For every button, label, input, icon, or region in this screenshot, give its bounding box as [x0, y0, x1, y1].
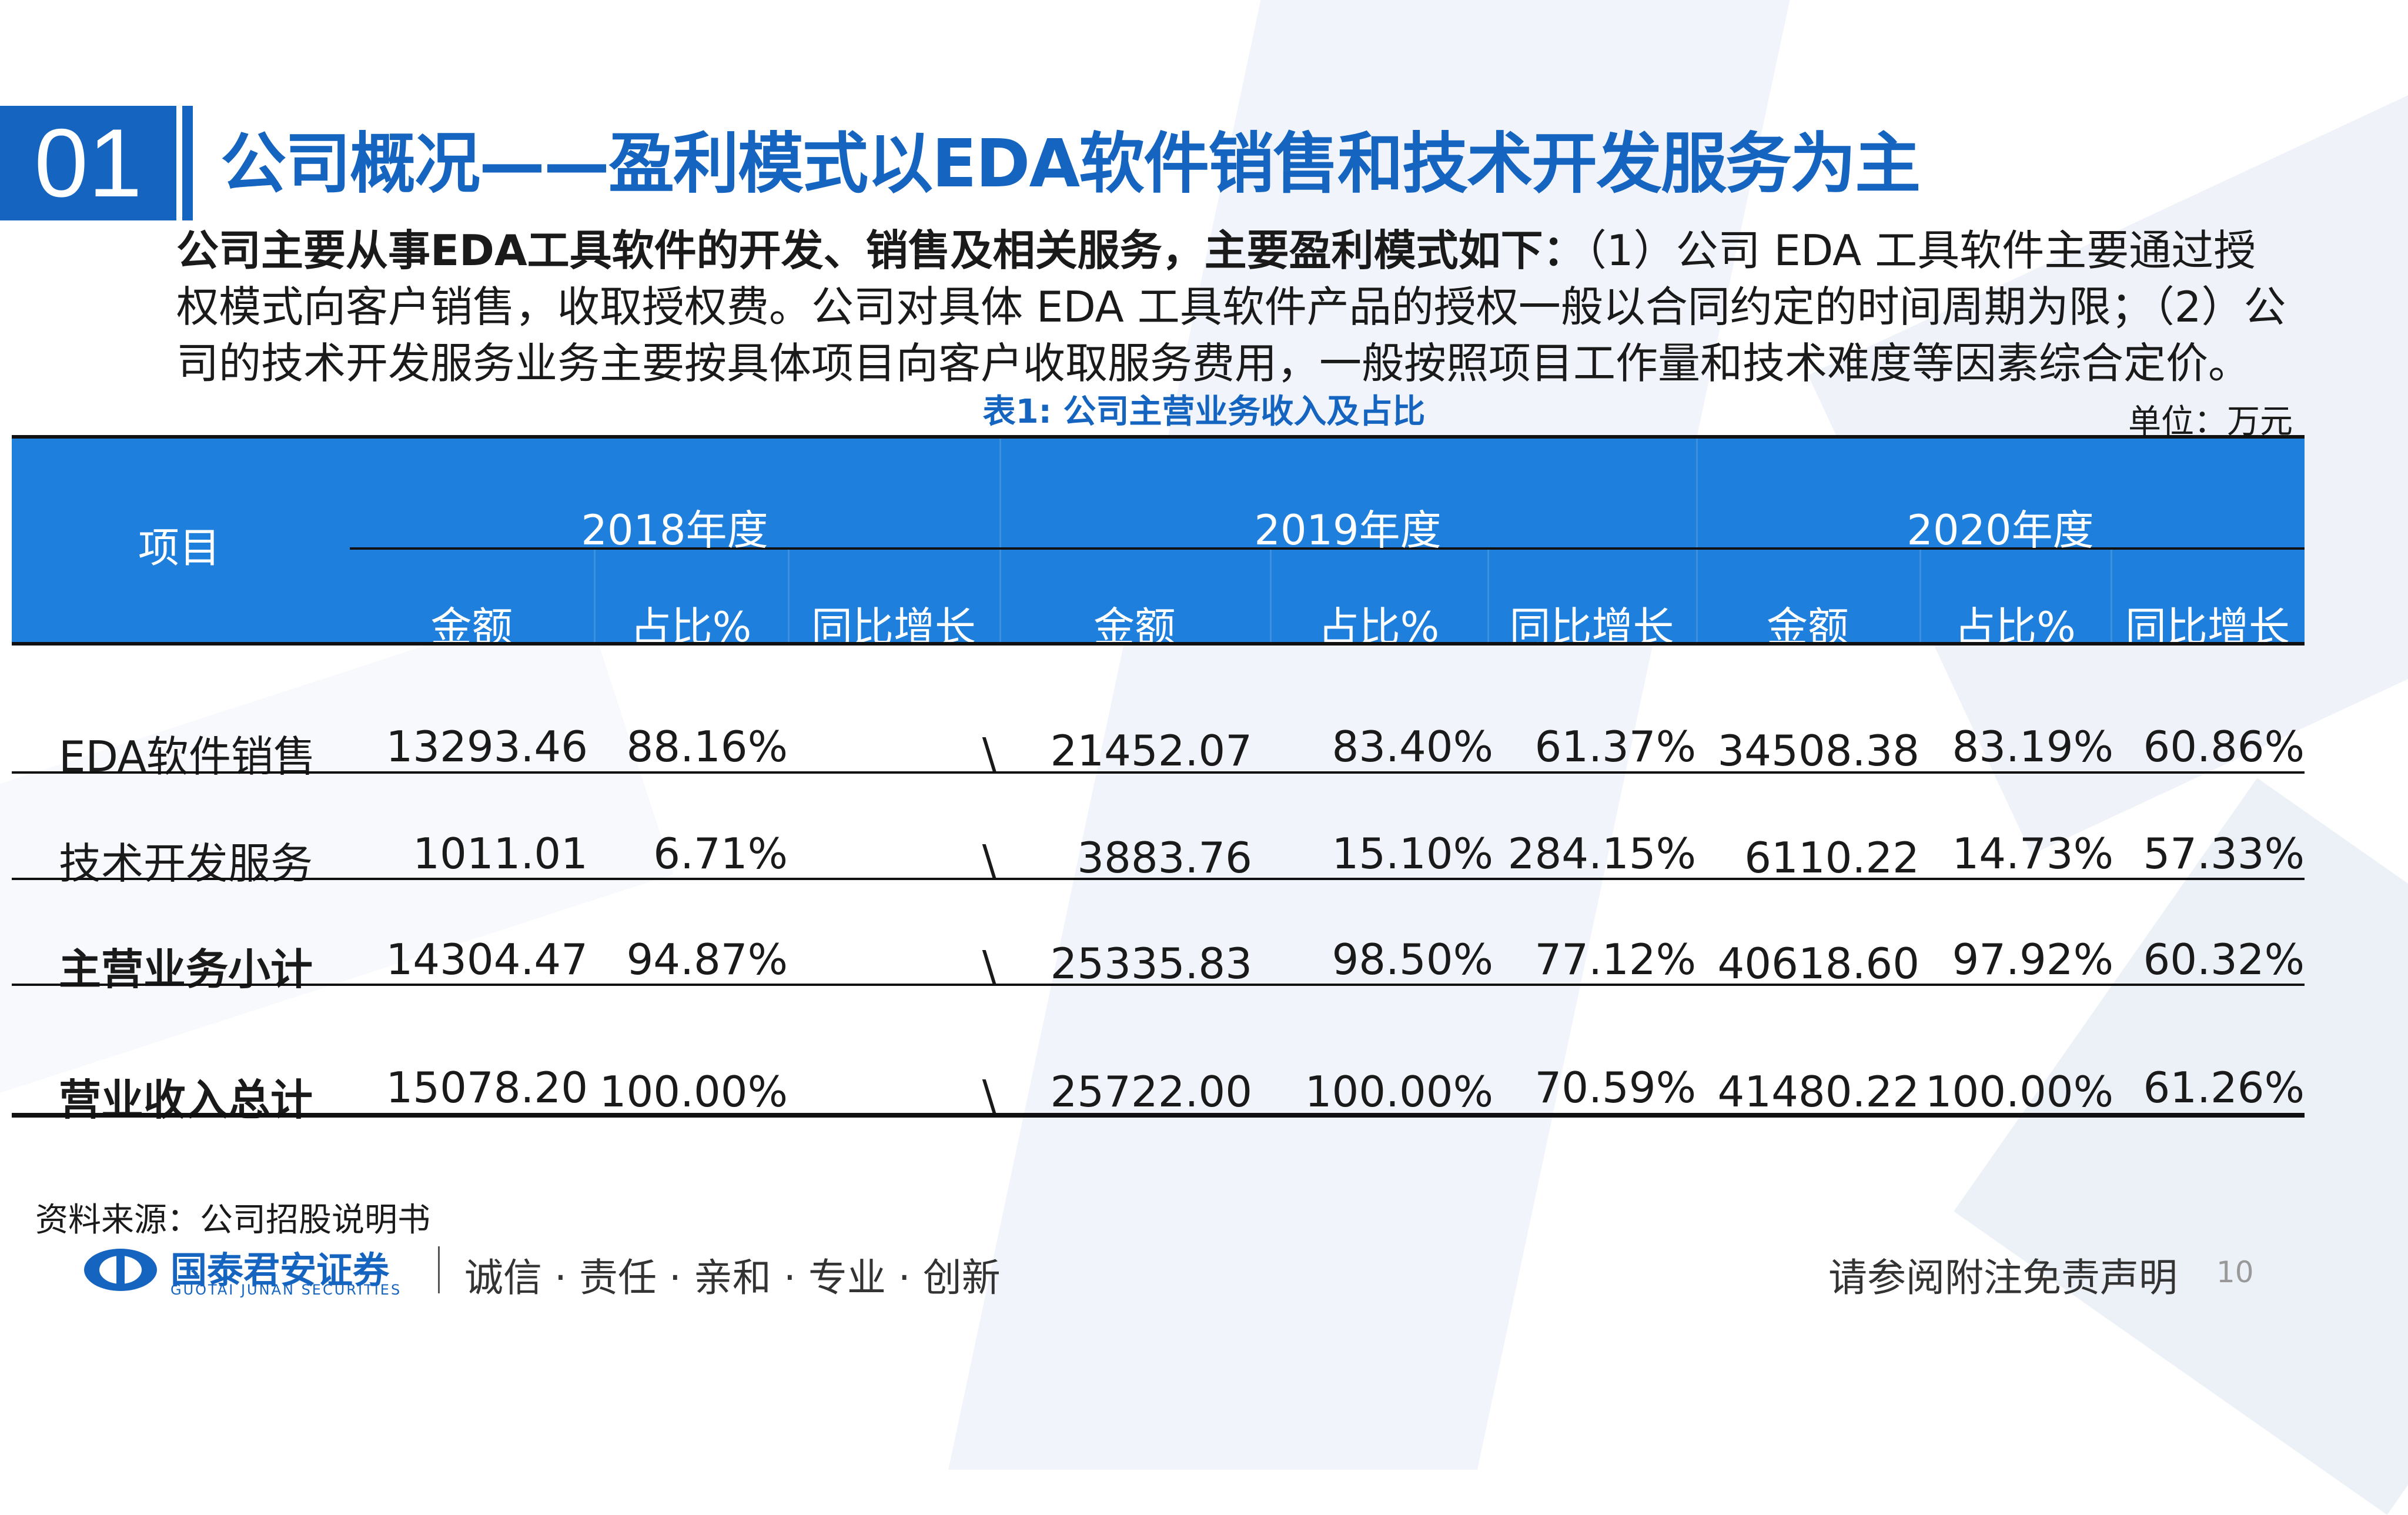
table-cell: 98.50%	[1332, 935, 1493, 984]
table-cell: 60.86%	[2143, 722, 2305, 771]
table-caption: 表1: 公司主营业务收入及占比	[982, 393, 1426, 431]
header-divider	[788, 550, 790, 646]
table-cell: \	[982, 729, 996, 778]
header-divider	[1487, 550, 1489, 646]
company-logo-text: 国泰君安证券	[170, 1249, 390, 1292]
table-cell: \	[982, 942, 996, 991]
disclaimer-note: 请参阅附注免责声明	[1828, 1255, 2178, 1300]
table-unit: 单位：万元	[2128, 403, 2293, 441]
table-cell: 1011.01	[413, 829, 588, 878]
table-cell: 41480.22	[1717, 1067, 1919, 1116]
table-cell: 94.87%	[626, 935, 788, 984]
item-header: 项目	[138, 524, 220, 572]
title-accent-bar	[182, 106, 193, 220]
table-cell: 83.19%	[1952, 722, 2113, 771]
intro-text: （1）公司 EDA 工具软件主要通过授权模式向客户销售，收取授权费。公司对具体 …	[176, 226, 2286, 388]
section-number: 01	[0, 106, 176, 220]
table-cell: 21452.07	[1050, 726, 1252, 775]
table-cell: 13293.46	[386, 722, 588, 771]
table-cell: 61.37%	[1534, 722, 1696, 771]
table-cell: 6110.22	[1744, 833, 1919, 882]
source-note: 资料来源：公司招股说明书	[35, 1201, 430, 1239]
table-cell: \	[982, 1071, 996, 1121]
intro-paragraph: 公司主要从事EDA工具软件的开发、销售及相关服务，主要盈利模式如下：（1）公司 …	[176, 222, 2293, 392]
row-rule	[12, 878, 2305, 880]
company-slogan: 诚信 · 责任 · 亲和 · 专业 · 创新	[464, 1255, 1001, 1300]
year-header-2019: 2019年度	[1254, 506, 1442, 554]
table-cell: 77.12%	[1534, 935, 1696, 984]
table-bottom-rule	[12, 1113, 2305, 1118]
table-cell: 14304.47	[386, 935, 588, 984]
table-cell: 15.10%	[1332, 829, 1493, 878]
row-label: 技术开发服务	[59, 839, 313, 888]
table-cell: 83.40%	[1332, 722, 1493, 771]
intro-bold: 公司主要从事EDA工具软件的开发、销售及相关服务，主要盈利模式如下：	[176, 226, 1586, 275]
header-rule	[350, 547, 2305, 550]
table-header: 项目 2018年度 2019年度 2020年度 金额 占比% 同比增长 金额 占…	[12, 435, 2305, 651]
page-number: 10	[2216, 1255, 2254, 1289]
table-cell: 3883.76	[1077, 833, 1252, 882]
table-cell: 70.59%	[1534, 1063, 1696, 1112]
header-bottom-rule	[12, 642, 2305, 646]
table-cell: 100.00%	[1925, 1067, 2113, 1116]
page-title: 公司概况——盈利模式以EDA软件销售和技术开发服务为主	[220, 126, 1921, 202]
row-rule	[12, 771, 2305, 774]
table-cell: 40618.60	[1717, 939, 1919, 988]
table-cell: 6.71%	[653, 829, 788, 878]
table-cell: 34508.38	[1717, 726, 1919, 775]
footer-divider	[438, 1246, 440, 1293]
header-divider	[999, 439, 1001, 646]
year-header-2018: 2018年度	[581, 506, 768, 554]
year-header-2020: 2020年度	[1907, 506, 2094, 554]
company-logo-icon	[84, 1249, 157, 1291]
header-divider	[1696, 439, 1698, 646]
table-cell: 88.16%	[626, 722, 788, 771]
table-cell: 25335.83	[1050, 939, 1252, 988]
table-cell: 97.92%	[1952, 935, 2113, 984]
table-cell: 15078.20	[386, 1063, 588, 1112]
header-divider	[594, 550, 596, 646]
row-rule	[12, 984, 2305, 986]
table-cell: 57.33%	[2143, 829, 2305, 878]
row-label: 主营业务小计	[59, 945, 313, 994]
table-cell: 60.32%	[2143, 935, 2305, 984]
company-logo-english: GUOTAI JUNAN SECURITIES	[170, 1282, 402, 1298]
table-cell: 25722.00	[1050, 1067, 1252, 1116]
table-cell: 284.15%	[1507, 829, 1696, 878]
table-cell: 14.73%	[1952, 829, 2113, 878]
row-label: EDA软件销售	[59, 732, 316, 781]
header-divider	[1270, 550, 1272, 646]
table-cell: 100.00%	[1305, 1067, 1493, 1116]
header-divider	[2111, 550, 2112, 646]
table-cell: 61.26%	[2143, 1063, 2305, 1112]
table-cell: 100.00%	[599, 1067, 788, 1116]
header-divider	[1919, 550, 1921, 646]
table-cell: \	[982, 836, 996, 885]
row-label: 营业收入总计	[59, 1075, 313, 1125]
